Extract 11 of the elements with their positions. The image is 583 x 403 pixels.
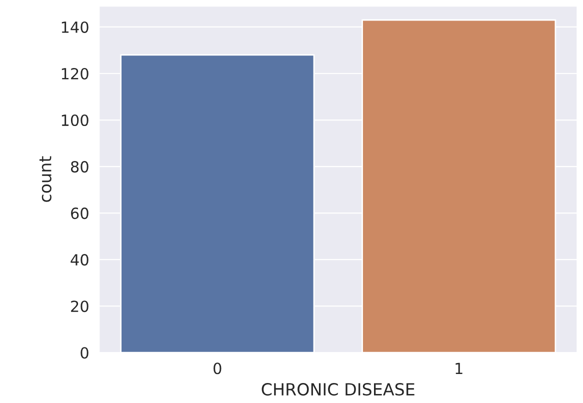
y-tick-label: 40 [70, 254, 88, 266]
y-tick-label: 140 [62, 21, 88, 33]
y-tick-label: 60 [71, 208, 88, 220]
y-tick-label: 0 [80, 347, 88, 359]
x-tick-label: 1 [456, 362, 462, 374]
y-tick-label: 20 [71, 300, 88, 312]
y-axis-title: count [40, 156, 52, 202]
y-tick-label: 80 [70, 161, 88, 173]
y-tick-label: 120 [62, 68, 88, 80]
y-tick-label: 100 [62, 114, 88, 126]
x-axis-title: CHRONIC DISEASE [262, 382, 414, 396]
